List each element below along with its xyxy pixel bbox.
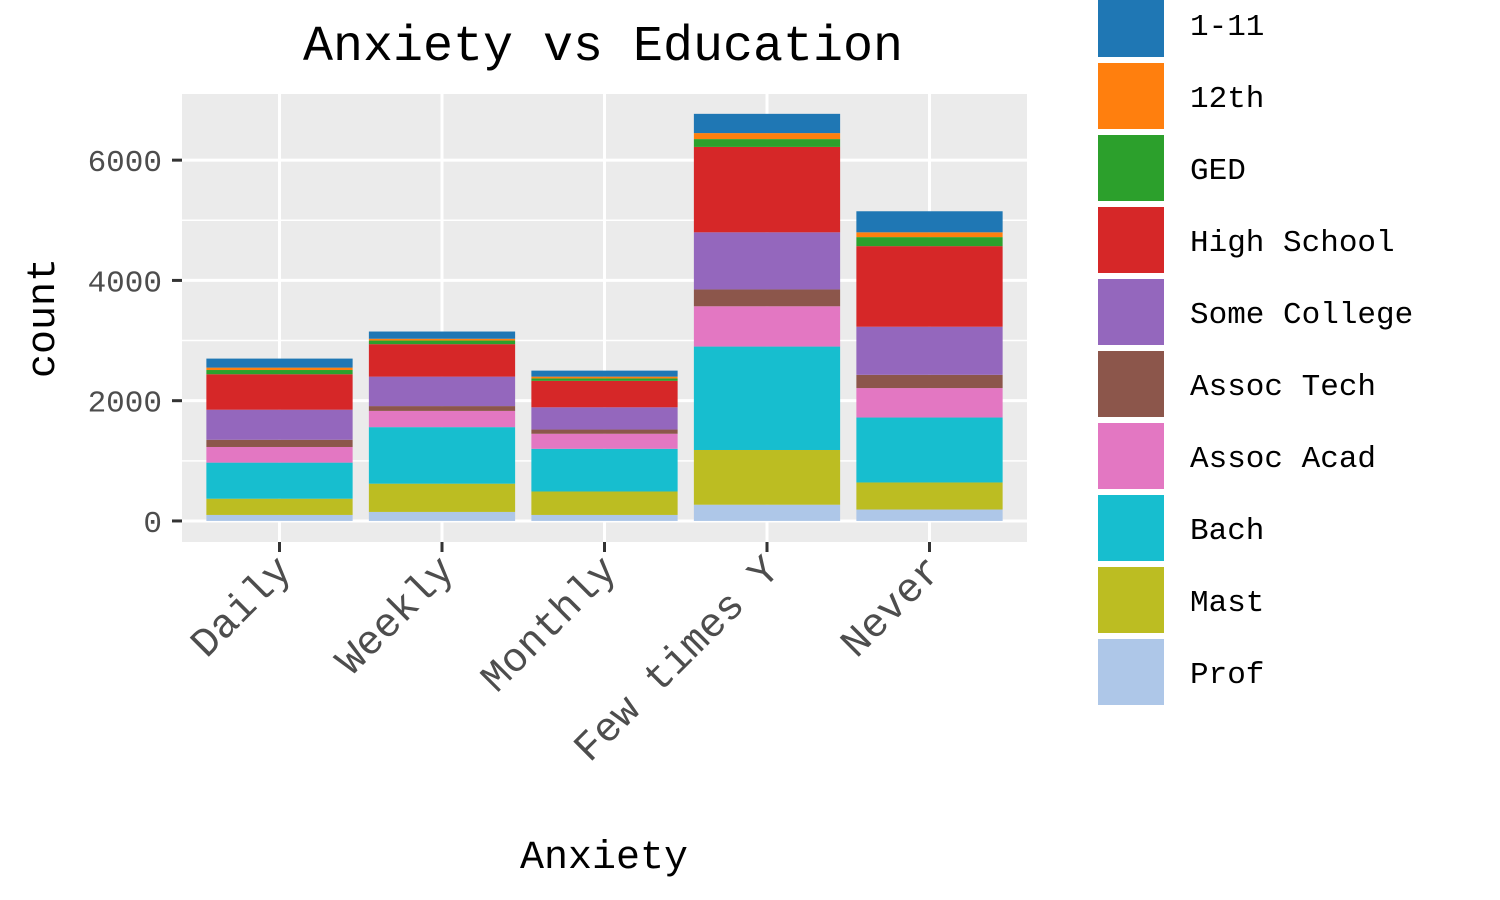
bar-segment [531,380,678,408]
x-tick-label: Weekly [328,549,465,686]
bar-segment [856,246,1003,327]
x-tick-label: Never [833,549,953,669]
bar-segment [693,113,841,134]
bar-segment [368,331,516,339]
legend-key [1096,133,1166,203]
bar-segment [368,376,516,407]
bar-segment [693,139,841,147]
bar-segment [206,370,353,375]
y-tick-label: 6000 [88,146,162,181]
bar-segment [206,514,353,521]
legend-key [1096,61,1166,131]
bar-segment [206,358,353,368]
legend-label: 1-11 [1190,10,1264,45]
bars [206,113,1003,521]
bar-segment [856,237,1003,247]
legend-label: Bach [1190,514,1264,549]
bar-segment [856,211,1003,233]
legend-key [1096,421,1166,491]
bar-segment [368,511,516,521]
legend-key [1096,565,1166,635]
bar-segment [368,427,516,484]
legend-label: Mast [1190,586,1264,621]
bar-segment [856,417,1003,483]
bar-segment [206,409,353,440]
bar-segment [531,378,678,381]
legend-label: 12th [1190,82,1264,117]
y-tick-label: 2000 [88,387,162,422]
bar-segment [206,439,353,447]
bar-segment [693,346,841,450]
bar-segment [368,338,516,341]
legend-key [1096,637,1166,707]
y-axis-title: count [22,258,67,378]
bar-segment [856,388,1003,418]
bar-segment [206,367,353,371]
chart-title: Anxiety vs Education [303,19,903,76]
y-tick-label: 0 [143,507,162,542]
bar-segment [693,146,841,233]
x-tick-label: Daily [183,549,303,669]
legend-key [1096,205,1166,275]
bar-segment [368,410,516,428]
y-axis: 0 2000 4000 6000 [88,146,182,542]
bar-segment [531,514,678,521]
bar-segment [693,232,841,290]
bar-segment [531,376,678,379]
bar-segment [693,504,841,521]
bar-segment [531,448,678,492]
x-axis-title: Anxiety [520,836,688,881]
legend-key [1096,493,1166,563]
legend-label: Prof [1190,658,1264,693]
x-tick-label: Monthly [473,549,627,703]
legend-key [1096,0,1166,59]
legend-key [1096,349,1166,419]
bar-segment [693,289,841,307]
bar-segment [206,446,353,463]
bar-segment [856,374,1003,389]
bar-segment [856,232,1003,238]
bar-segment [206,498,353,515]
bar-segment [206,462,353,499]
bar-segment [531,370,678,377]
legend-label: Some College [1190,298,1413,333]
legend-label: Assoc Acad [1190,442,1376,477]
bar-segment [531,407,678,430]
legend-label: GED [1190,154,1246,189]
legend-key [1096,277,1166,347]
bar-segment [856,509,1003,521]
bar-segment [693,133,841,140]
bar-segment [368,406,516,411]
bar-segment [368,340,516,345]
bar-segment [368,483,516,512]
bar-segment [856,326,1003,375]
legend-label: Assoc Tech [1190,370,1376,405]
bar-segment [531,429,678,434]
bar-segment [856,482,1003,510]
legend-label: High School [1190,226,1395,261]
legend: 1-11 12th GED High School Some College Assoc … [1096,0,1413,707]
bar-segment [531,433,678,449]
bar-segment [531,491,678,515]
bar-segment [693,449,841,505]
y-tick-label: 4000 [88,266,162,301]
bar-segment [206,374,353,410]
bar-segment [693,306,841,347]
bar-segment [368,344,516,377]
